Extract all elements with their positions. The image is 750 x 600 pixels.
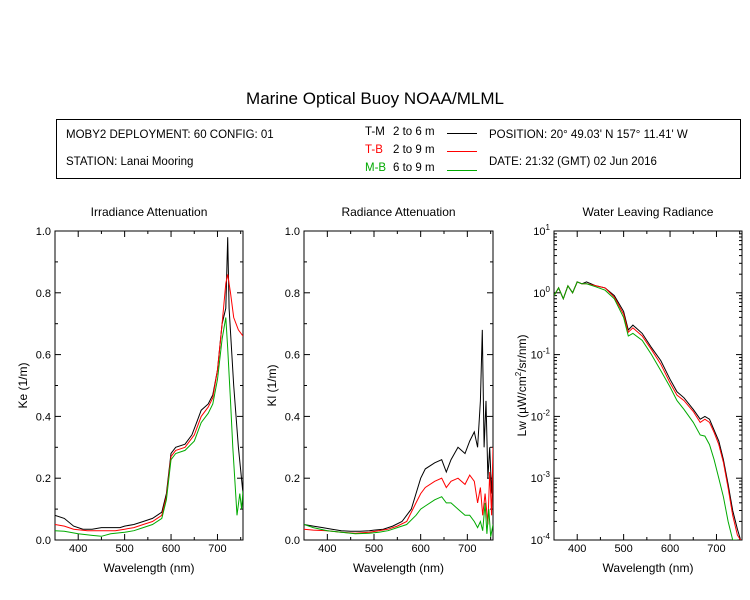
x-tick-label: 700 bbox=[707, 543, 725, 555]
x-axis-label: Wavelength (nm) bbox=[353, 561, 444, 575]
series-line-t-b bbox=[304, 447, 493, 534]
x-tick-label: 600 bbox=[661, 543, 679, 555]
y-tick-label: 101 bbox=[533, 223, 550, 238]
chart-title-water-leaving: Water Leaving Radiance bbox=[582, 205, 714, 219]
y-tick-label: 10-1 bbox=[531, 347, 551, 362]
series-line-m-b bbox=[554, 281, 738, 540]
y-tick-label: 0.0 bbox=[36, 535, 51, 547]
series-line-m-b bbox=[55, 317, 243, 537]
legend-swatch-tb bbox=[447, 151, 477, 152]
chart-title-irradiance: Irradiance Attenuation bbox=[90, 205, 208, 219]
legend-abbr-mb: M-B bbox=[365, 162, 387, 174]
y-tick-label: 0.8 bbox=[285, 288, 300, 300]
legend-range-mb: 6 to 9 m bbox=[393, 162, 435, 174]
x-tick-label: 500 bbox=[614, 543, 632, 555]
y-tick-label: 10-3 bbox=[531, 470, 551, 485]
page-title: Marine Optical Buoy NOAA/MLML bbox=[246, 89, 504, 108]
series-line-t-b bbox=[554, 281, 742, 540]
series-line-m-b bbox=[304, 496, 493, 537]
x-tick-label: 500 bbox=[115, 543, 133, 555]
y-tick-label: 0.0 bbox=[285, 535, 300, 547]
chart-irradiance: 400 500 600 700 0.0 0.2 0.4 0.6 0.8 1.0 Wavelength… bbox=[16, 226, 244, 575]
series-line-t-m bbox=[55, 237, 243, 530]
y-tick-label: 1.0 bbox=[36, 226, 51, 238]
x-axis-label: Wavelength (nm) bbox=[603, 561, 694, 575]
x-tick-label: 400 bbox=[318, 543, 336, 555]
legend-range-tb: 2 to 9 m bbox=[393, 144, 435, 156]
legend-swatch-tm bbox=[447, 133, 477, 134]
y-axis-label: Lw (µW/cm2/sr/nm) bbox=[514, 334, 529, 436]
x-tick-label: 400 bbox=[69, 543, 87, 555]
x-tick-label: 400 bbox=[568, 543, 586, 555]
y-tick-label: 0.4 bbox=[285, 411, 300, 423]
y-tick-label: 0.6 bbox=[285, 350, 300, 362]
x-tick-label: 700 bbox=[458, 543, 476, 555]
legend-swatch-mb bbox=[447, 170, 477, 171]
y-axis-label: Ke (1/m) bbox=[16, 362, 30, 408]
y-tick-label: 1.0 bbox=[285, 226, 300, 238]
y-tick-label: 100 bbox=[533, 285, 550, 300]
plot-frame bbox=[553, 230, 743, 541]
y-tick-label: 0.6 bbox=[36, 350, 51, 362]
y-tick-label: 0.4 bbox=[36, 411, 51, 423]
y-tick-label: 0.2 bbox=[285, 473, 300, 485]
y-tick-label: 10-4 bbox=[531, 532, 551, 547]
plot-frame bbox=[303, 230, 494, 541]
x-tick-label: 500 bbox=[365, 543, 383, 555]
x-tick-label: 700 bbox=[208, 543, 226, 555]
chart-title-radiance: Radiance Attenuation bbox=[341, 205, 456, 219]
y-axis-label: Kl (1/m) bbox=[265, 364, 279, 406]
date-text: DATE: 21:32 (GMT) 02 Jun 2016 bbox=[489, 156, 657, 168]
chart-radiance: 400 500 600 700 0.0 0.2 0.4 0.6 0.8 1.0 Wavelength… bbox=[265, 226, 494, 575]
x-axis-label: Wavelength (nm) bbox=[104, 561, 195, 575]
x-tick-label: 600 bbox=[162, 543, 180, 555]
legend-abbr-tb: T-B bbox=[365, 144, 383, 156]
y-tick-label: 0.2 bbox=[36, 473, 51, 485]
chart-water-leaving: 400 500 600 700 10-4 10-3 10-2 10-1 100 101 Wavele… bbox=[514, 223, 743, 575]
legend-range-tm: 2 to 6 m bbox=[393, 126, 435, 138]
deployment-text: MOBY2 DEPLOYMENT: 60 CONFIG: 01 bbox=[66, 129, 274, 141]
series-line-t-b bbox=[55, 274, 243, 532]
y-tick-label: 0.8 bbox=[36, 288, 51, 300]
legend-abbr-tm: T-M bbox=[365, 126, 385, 138]
series-line-t-m bbox=[304, 329, 493, 532]
x-tick-label: 600 bbox=[411, 543, 429, 555]
position-text: POSITION: 20° 49.03' N 157° 11.41' W bbox=[489, 129, 688, 141]
info-box: MOBY2 DEPLOYMENT: 60 CONFIG: 01 STATION:… bbox=[56, 119, 741, 179]
series-line-t-m bbox=[554, 281, 742, 540]
station-text: STATION: Lanai Mooring bbox=[66, 156, 194, 168]
y-tick-label: 10-2 bbox=[531, 408, 551, 423]
